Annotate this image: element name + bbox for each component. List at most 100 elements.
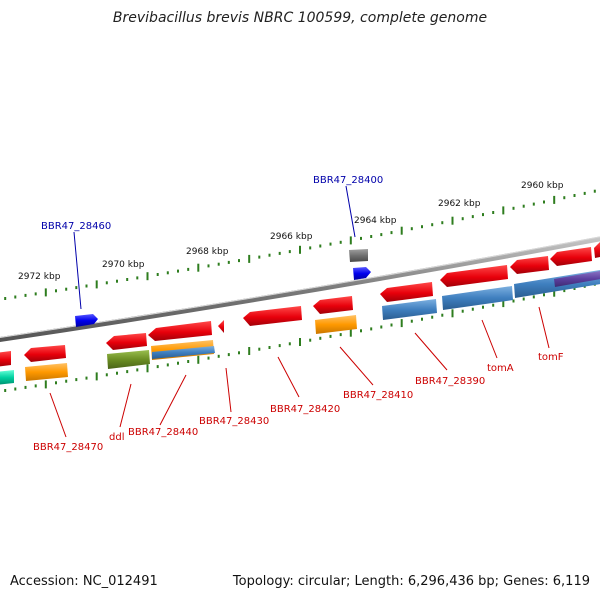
inner-minor-tick [421,317,423,321]
inner-minor-tick [278,344,281,348]
gene-bbr47-28390-cds[interactable] [382,299,437,320]
inner-minor-tick [258,347,261,351]
outer-minor-tick [177,269,179,273]
inner-minor-tick [238,351,240,355]
inner-minor-tick [410,319,413,323]
gene-label-tomf[interactable]: tomF [538,352,564,363]
outer-minor-tick [278,251,281,255]
outer-minor-tick [187,267,190,271]
outer-major-tick [553,195,556,204]
topology-text: Topology: circular; Length: 6,296,436 bp… [232,574,590,589]
outer-minor-tick [512,206,515,210]
inner-major-tick [299,338,301,346]
inner-major-tick [248,347,251,355]
outer-minor-tick [126,278,129,281]
inner-minor-tick [187,360,190,363]
tick-label-group: 2960 kbp 2962 kbp 2964 kbp 2966 kbp 2968… [18,181,564,282]
callout-lines [49,185,550,438]
inner-minor-tick [309,338,312,342]
gene-tomf-red-1[interactable] [510,256,549,274]
gene-bbr47-28390[interactable] [380,282,433,302]
callout-line-toma [481,319,498,359]
gene-left-partial-teal[interactable] [0,370,14,385]
outer-minor-tick [238,259,240,263]
gene-bbr47-28410-cds[interactable] [315,315,357,334]
outer-major-tick [299,245,301,254]
outer-minor-tick [156,273,159,276]
gene-label-bbr47-28470[interactable]: BBR47_28470 [33,442,103,453]
gene-label-bbr47-28430[interactable]: BBR47_28430 [199,416,269,427]
callout-line-bbr47-28430 [225,367,232,413]
gene-bbr47-28470-cds[interactable] [25,363,68,381]
outer-minor-tick [471,215,474,219]
outer-minor-tick [319,244,322,248]
inner-minor-tick [105,373,108,377]
inner-minor-tick [492,303,495,307]
gene-tomf-red-edge[interactable] [594,242,600,258]
inner-minor-tick [441,313,444,317]
outer-minor-tick [431,223,434,227]
inner-minor-tick [431,315,434,319]
tick-label: 2966 kbp [270,232,313,242]
gene-label-bbr47-28460[interactable]: BBR47_28460 [41,221,111,232]
outer-minor-tick [288,250,291,254]
outer-major-tick [146,272,149,281]
inner-major-tick [349,328,352,337]
gene-bbr47-28470[interactable] [24,345,66,362]
inner-major-tick [502,299,505,308]
inner-minor-tick [268,346,271,349]
inner-minor-tick [512,299,515,303]
gene-label-bbr47-28410[interactable]: BBR47_28410 [343,390,413,401]
inner-minor-tick [116,371,118,375]
outer-minor-tick [268,253,271,257]
inner-minor-tick [55,381,57,385]
outer-minor-tick [309,246,312,250]
gene-label-bbr47-28400[interactable]: BBR47_28400 [313,175,383,186]
gene-left-partial-red[interactable] [0,351,11,367]
gene-bbr47-28400[interactable] [353,267,371,280]
inner-minor-tick [207,356,210,360]
outer-minor-tick [380,233,383,237]
gene-bbr47-28430[interactable] [218,320,224,333]
gene-bbr47-28460[interactable] [75,314,98,327]
gene-bbr47-28440[interactable] [148,321,212,341]
inner-minor-tick [65,379,68,383]
outer-major-tick [197,263,200,272]
gene-toma-cds[interactable] [442,286,513,310]
gene-label-bbr47-28420[interactable]: BBR47_28420 [270,404,340,415]
inner-minor-tick [34,384,37,388]
forward-genes [75,249,371,327]
gene-toma[interactable] [440,265,508,287]
outer-minor-tick [543,200,545,204]
outer-minor-tick [583,191,586,195]
gene-label-ddl[interactable]: ddl [109,432,124,443]
outer-major-tick [400,226,403,235]
gene-bbr47-28410[interactable] [313,296,353,314]
gene-label-bbr47-28440[interactable]: BBR47_28440 [128,427,198,438]
inner-minor-tick [370,327,373,331]
callout-line-bbr47-28410 [339,346,374,386]
gene-bbr47-28420[interactable] [243,306,302,326]
gene-tomf[interactable] [550,247,592,266]
callout-line-bbr47-28460 [73,231,82,310]
tick-label: 2964 kbp [354,216,397,226]
map-title: Brevibacillus brevis NBRC 100599, comple… [112,10,488,26]
inner-minor-tick [75,378,78,382]
gene-label-toma[interactable]: tomA [487,363,514,374]
outer-minor-tick [217,262,220,266]
inner-minor-tick [360,329,362,333]
inner-major-tick [553,288,556,297]
gene-bbr47-28440-cds2[interactable] [152,346,215,359]
genome-backbone [0,236,600,343]
inner-minor-tick [217,354,220,358]
gene-tomf-cds-purple[interactable] [554,271,600,287]
outer-minor-tick [85,284,88,288]
gene-label-bbr47-28390[interactable]: BBR47_28390 [415,376,485,387]
gene-ddl-cds[interactable] [107,350,150,369]
callout-line-bbr47-28420 [277,356,300,398]
gene-ddl[interactable] [106,333,147,350]
gene-bbr47-28400-cds[interactable] [349,249,368,262]
outer-minor-tick [55,289,57,293]
outer-minor-tick [166,271,169,275]
